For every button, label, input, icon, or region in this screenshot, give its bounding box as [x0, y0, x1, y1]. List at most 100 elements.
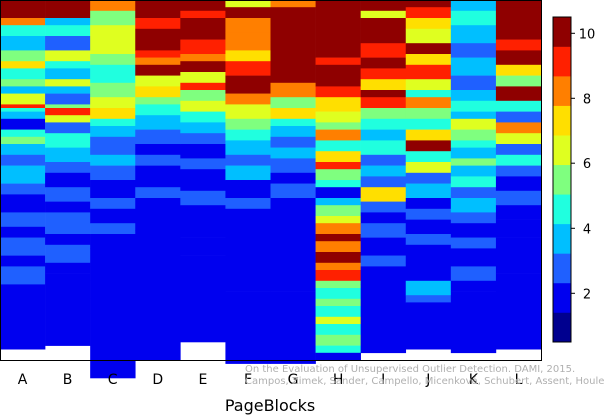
column-label-B: B	[63, 372, 73, 388]
heatmap-cell-E-40	[180, 144, 226, 159]
heatmap-cell-K-74	[450, 266, 497, 282]
heatmap-cell-L-34	[495, 122, 542, 134]
heatmap-cell-F-50	[225, 180, 271, 199]
heatmap-cell-E-37	[180, 133, 226, 145]
heatmap-cell-J-27	[405, 97, 452, 109]
heatmap-cell-B-17	[45, 61, 91, 69]
heatmap-cell-E-75	[180, 270, 226, 343]
heatmap-cell-K-62	[450, 223, 497, 238]
column-label-E: E	[198, 372, 207, 388]
heatmap-cell-C-0	[90, 0, 136, 12]
heatmap-cell-K-52	[450, 187, 497, 199]
heatmap-cell-E-31	[180, 111, 226, 123]
heatmap-cell-C-7	[90, 25, 136, 55]
heatmap-cell-A-59	[0, 212, 46, 228]
heatmap-cell-I-59	[360, 212, 407, 224]
heatmap-cell-J-51	[405, 183, 452, 199]
heatmap-cell-A-36	[0, 129, 46, 138]
heatmap-cell-F-14	[225, 50, 271, 62]
heatmap-cell-J-55	[405, 198, 452, 210]
column-label-H: H	[333, 372, 344, 388]
colorbar-segment-10	[553, 17, 571, 47]
heatmap-cell-H-39	[315, 140, 361, 152]
heatmap-cell-J-15	[405, 54, 452, 66]
heatmap-cell-I-3	[360, 10, 407, 19]
heatmap-cell-B-65	[45, 234, 91, 246]
heatmap-cell-I-36	[360, 129, 407, 141]
column-label-J: J	[425, 372, 430, 388]
heatmap-cell-I-22	[360, 79, 407, 91]
column-label-F: F	[244, 372, 252, 388]
heatmap-cell-K-49	[450, 176, 497, 188]
heatmap-cell-L-24	[495, 86, 542, 102]
heatmap-cell-J-33	[405, 118, 452, 130]
heatmap-cell-I-46	[360, 165, 407, 177]
heatmap-cell-L-0	[495, 0, 542, 8]
heatmap-cell-B-73	[45, 262, 91, 274]
heatmap-cell-L-21	[495, 75, 542, 87]
heatmap-cell-B-48	[45, 172, 91, 188]
colorbar-segment-3	[553, 223, 571, 254]
heatmap-cell-I-56	[360, 201, 407, 213]
heatmap-cell-B-30	[45, 108, 91, 116]
column-labels: A B C D E F G H I J K L	[18, 372, 523, 388]
colorbar-segment-6	[553, 135, 571, 166]
heatmap-cell-J-30	[405, 108, 452, 120]
heatmap-cell-C-83	[90, 298, 136, 314]
colorbar-tick-label-4: 4	[583, 222, 591, 237]
heatmap-cell-B-52	[45, 187, 91, 202]
heatmap-cell-E-0	[180, 0, 226, 12]
heatmap-cell-C-58	[90, 208, 136, 224]
heatmap-cell-K-3	[450, 10, 497, 26]
heatmap-cell-B-19	[45, 68, 91, 80]
heatmap-cell-I-5	[360, 18, 407, 30]
heatmap-cell-B-29	[45, 104, 91, 109]
heatmap-cell-F-33	[225, 118, 271, 130]
heatmap-cell-I-71	[360, 255, 407, 267]
heatmap-cell-C-3	[90, 10, 136, 26]
heatmap-cell-G-81	[270, 291, 316, 364]
heatmap-cell-J-12	[405, 43, 452, 55]
heatmap-cell-L-79	[495, 284, 542, 350]
heatmap-cell-K-28	[450, 100, 497, 112]
heatmap-cell-D-83	[135, 298, 181, 361]
heatmap-cell-J-48	[405, 172, 452, 184]
heatmap-cell-H-78	[315, 280, 361, 289]
heatmap-cell-J-84	[405, 302, 452, 350]
colorbar-border	[552, 16, 572, 343]
heatmap-cell-F-36	[225, 129, 271, 141]
heatmap-cell-H-83	[315, 298, 361, 307]
heatmap-cell-E-8	[180, 28, 226, 40]
heatmap-cell-H-88	[315, 316, 361, 325]
heatmap-cell-D-21	[135, 75, 181, 87]
heatmap-cell-H-70	[315, 252, 361, 264]
heatmap-cell-G-64	[270, 230, 316, 246]
colorbar-tick-label-6: 6	[583, 157, 591, 172]
colorbar-segment-0	[553, 312, 571, 343]
heatmap-cell-B-34	[45, 122, 91, 134]
heatmap-cell-H-80	[315, 288, 361, 300]
heatmap-cell-D-0	[135, 0, 181, 19]
heatmap-cell-E-66	[180, 237, 226, 256]
heatmap-cell-I-8	[360, 28, 407, 44]
heatmap-cell-K-36	[450, 129, 497, 141]
heatmap-cell-L-2	[495, 7, 542, 15]
heatmap-cell-J-18	[405, 64, 452, 80]
heatmap-cell-K-12	[450, 43, 497, 58]
heatmap-cell-A-43	[0, 154, 46, 166]
heatmap-cell-L-66	[495, 237, 542, 253]
heatmap-cell-I-39	[360, 140, 407, 156]
heatmap-cell-D-27	[135, 97, 181, 105]
heatmap-cell-A-26	[0, 93, 46, 105]
heatmap-cell-J-73	[405, 262, 452, 282]
heatmap-cell-I-66	[360, 237, 407, 256]
column-label-K: K	[469, 372, 479, 388]
heatmap-cell-H-98	[315, 352, 361, 361]
heatmap-cell-E-71	[180, 255, 226, 271]
heatmap-cell-A-31	[0, 111, 46, 120]
heatmap-cell-J-58	[405, 208, 452, 220]
heatmap-cell-K-78	[450, 280, 497, 292]
heatmap-cell-H-42	[315, 151, 361, 163]
heatmap-cell-G-9	[270, 32, 316, 51]
